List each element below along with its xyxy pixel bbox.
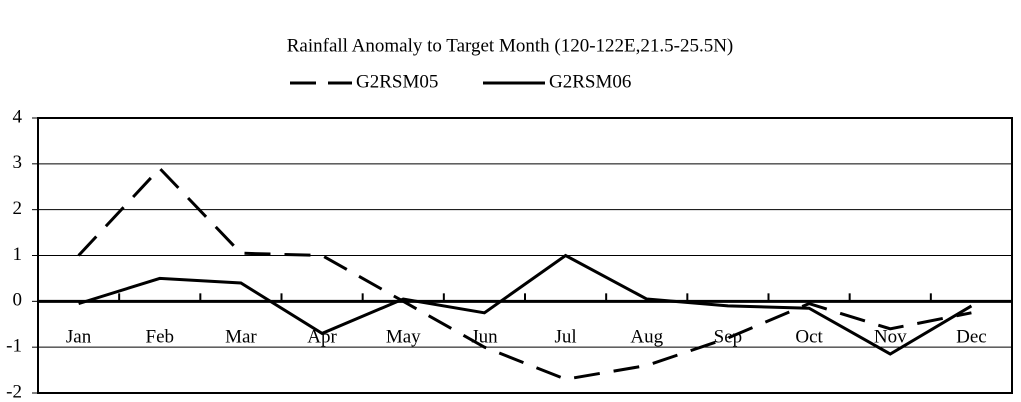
x-tick-label: Oct: [795, 326, 823, 347]
legend-label: G2RSM06: [549, 71, 631, 92]
x-tick-label: Jul: [554, 326, 576, 347]
y-tick-label: 0: [13, 290, 23, 311]
series-line: [78, 253, 973, 356]
y-tick-label: -1: [6, 336, 22, 357]
y-tick-label: 2: [13, 198, 23, 219]
y-tick-label: 3: [13, 152, 23, 173]
chart-title: Rainfall Anomaly to Target Month (120-12…: [287, 35, 734, 56]
plot-frame: [37, 117, 1013, 394]
x-tick-label: Nov: [874, 326, 907, 347]
y-tick-label: -2: [6, 381, 22, 402]
y-tick-label: 4: [13, 106, 23, 127]
series-line: [77, 166, 972, 381]
x-tick-label: Jun: [471, 326, 498, 347]
y-tick-label: 1: [13, 244, 23, 265]
x-tick-label: Dec: [956, 326, 987, 347]
x-tick-label: Aug: [630, 326, 663, 347]
legend-label: G2RSM05: [356, 71, 438, 92]
x-tick-label: Jan: [66, 326, 92, 347]
x-tick-label: May: [386, 326, 421, 347]
x-tick-label: Feb: [146, 326, 175, 347]
x-tick-label: Mar: [225, 326, 257, 347]
x-tick-label: Sep: [714, 326, 743, 347]
